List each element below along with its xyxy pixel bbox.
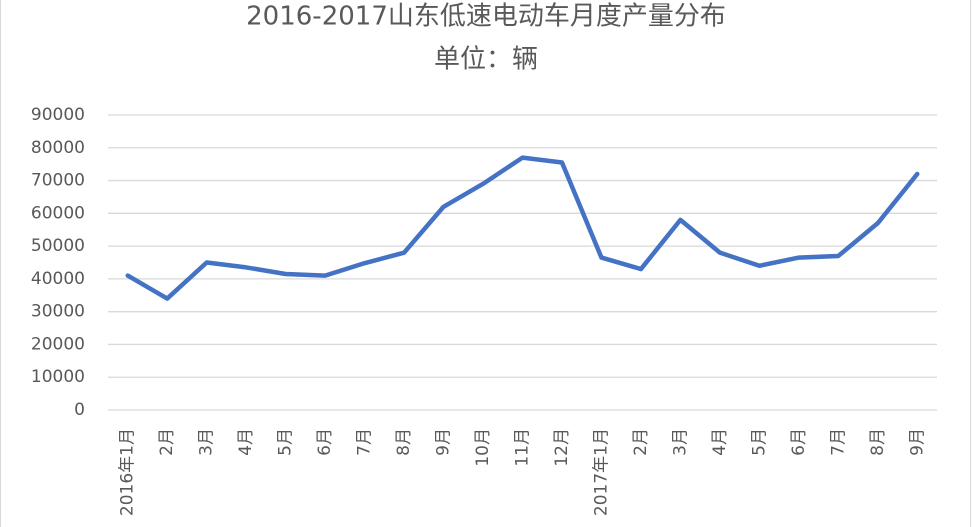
y-tick-label: 60000 — [31, 203, 85, 223]
x-tick-label: 5月 — [749, 428, 769, 456]
x-tick-label: 8月 — [868, 428, 888, 456]
chart-subtitle: 单位：辆 — [434, 45, 538, 75]
y-tick-label: 50000 — [31, 236, 85, 256]
x-tick-label: 2016年1月 — [118, 428, 138, 516]
x-tick-label: 2017年1月 — [591, 428, 611, 516]
y-tick-label: 0 — [74, 400, 85, 420]
chart-title: 2016-2017山东低速电动车月度产量分布 — [246, 2, 726, 32]
y-tick-label: 90000 — [31, 105, 85, 125]
x-tick-label: 12月 — [552, 428, 572, 467]
x-tick-label: 7月 — [828, 428, 848, 456]
x-tick-label: 9月 — [907, 428, 927, 456]
y-tick-label: 20000 — [31, 334, 85, 354]
y-tick-label: 40000 — [31, 269, 85, 289]
x-tick-label: 4月 — [236, 428, 256, 456]
x-tick-label: 7月 — [355, 428, 375, 456]
x-tick-label: 3月 — [197, 428, 217, 456]
y-tick-label: 10000 — [31, 367, 85, 387]
y-tick-label: 80000 — [31, 138, 85, 158]
x-tick-label: 6月 — [789, 428, 809, 456]
x-tick-label: 2月 — [157, 428, 177, 456]
data-line — [125, 155, 920, 301]
x-tick-label: 4月 — [710, 428, 730, 456]
x-tick-label: 3月 — [670, 428, 690, 456]
x-tick-label: 9月 — [434, 428, 454, 456]
x-tick-label: 8月 — [394, 428, 414, 456]
x-tick-label: 5月 — [276, 428, 296, 456]
y-tick-label: 30000 — [31, 302, 85, 322]
y-tick-label: 70000 — [31, 171, 85, 191]
x-tick-label: 2月 — [631, 428, 651, 456]
x-tick-label: 11月 — [513, 428, 533, 467]
x-tick-label: 10月 — [473, 428, 493, 467]
x-tick-label: 6月 — [315, 428, 335, 456]
